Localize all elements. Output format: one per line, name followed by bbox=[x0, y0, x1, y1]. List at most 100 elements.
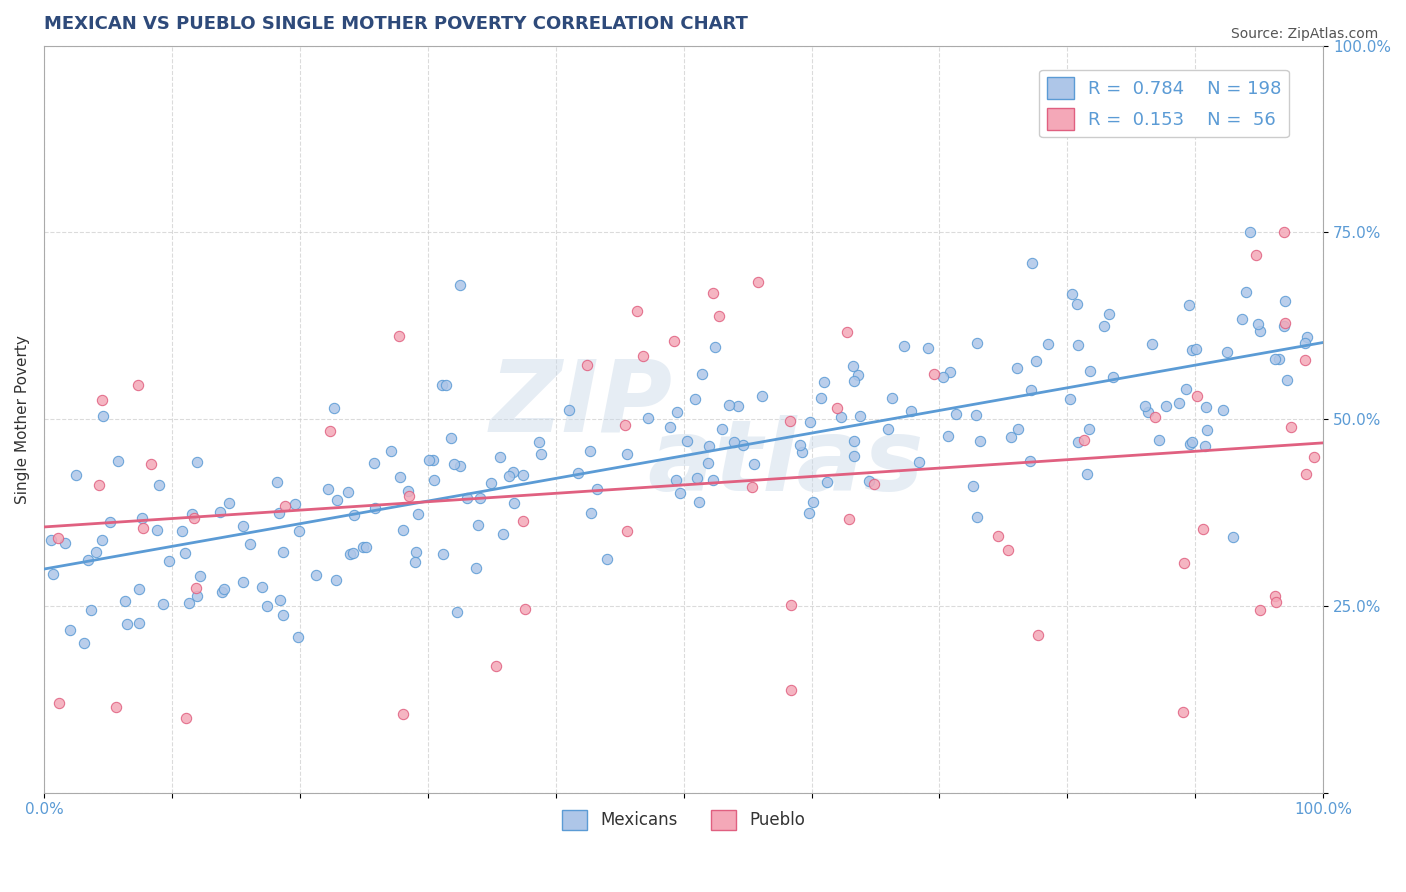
Point bbox=[813, 376, 835, 390]
Point bbox=[688, 495, 710, 509]
Point bbox=[727, 399, 749, 413]
Point bbox=[1197, 423, 1219, 437]
Point bbox=[267, 506, 290, 520]
Point bbox=[690, 367, 713, 381]
Point bbox=[1212, 403, 1234, 417]
Point bbox=[1247, 317, 1270, 331]
Point bbox=[211, 585, 233, 599]
Point bbox=[208, 504, 231, 518]
Point bbox=[844, 434, 866, 449]
Point bbox=[1244, 248, 1267, 262]
Point bbox=[430, 377, 453, 392]
Point bbox=[485, 658, 508, 673]
Point bbox=[218, 496, 240, 510]
Point bbox=[183, 511, 205, 525]
Point bbox=[1059, 392, 1081, 407]
Point bbox=[503, 496, 526, 510]
Point bbox=[104, 700, 127, 714]
Point bbox=[491, 526, 513, 541]
Point bbox=[173, 546, 195, 560]
Point bbox=[186, 589, 208, 603]
Point bbox=[1025, 354, 1047, 368]
Point bbox=[827, 401, 849, 415]
Point bbox=[42, 567, 65, 582]
Point bbox=[835, 325, 858, 339]
Point bbox=[398, 489, 420, 503]
Point bbox=[1295, 330, 1317, 344]
Point bbox=[527, 435, 550, 450]
Point bbox=[1249, 602, 1271, 616]
Point bbox=[789, 437, 811, 451]
Point bbox=[614, 418, 637, 433]
Point bbox=[304, 567, 326, 582]
Point bbox=[838, 512, 860, 526]
Point bbox=[440, 431, 463, 445]
Point bbox=[1222, 530, 1244, 544]
Point bbox=[148, 478, 170, 492]
Point bbox=[1005, 360, 1028, 375]
Point bbox=[966, 510, 988, 524]
Point bbox=[1303, 450, 1326, 464]
Point bbox=[676, 434, 699, 449]
Point bbox=[567, 466, 589, 480]
Point bbox=[842, 359, 865, 373]
Point bbox=[858, 474, 880, 488]
Point bbox=[177, 596, 200, 610]
Point bbox=[443, 457, 465, 471]
Point bbox=[704, 340, 727, 354]
Point bbox=[1026, 628, 1049, 642]
Point bbox=[1168, 396, 1191, 410]
Point bbox=[1264, 589, 1286, 603]
Point bbox=[266, 475, 288, 489]
Point bbox=[969, 434, 991, 449]
Point bbox=[997, 543, 1019, 558]
Point bbox=[87, 477, 110, 491]
Point bbox=[512, 468, 534, 483]
Point bbox=[1133, 399, 1156, 413]
Point bbox=[585, 483, 607, 497]
Point bbox=[406, 507, 429, 521]
Point bbox=[1264, 352, 1286, 367]
Point bbox=[810, 391, 832, 405]
Point bbox=[284, 497, 307, 511]
Point bbox=[579, 443, 602, 458]
Point bbox=[780, 598, 803, 612]
Point bbox=[48, 696, 70, 710]
Point bbox=[1272, 226, 1295, 240]
Point bbox=[342, 546, 364, 560]
Point bbox=[1080, 364, 1102, 378]
Point bbox=[1066, 297, 1088, 311]
Point bbox=[1007, 422, 1029, 436]
Point bbox=[1216, 345, 1239, 359]
Point bbox=[637, 411, 659, 425]
Point bbox=[1174, 382, 1197, 396]
Point bbox=[596, 551, 619, 566]
Text: ZIP: ZIP bbox=[489, 356, 672, 453]
Point bbox=[1038, 336, 1060, 351]
Point bbox=[530, 447, 553, 461]
Point bbox=[932, 370, 955, 384]
Point bbox=[1274, 294, 1296, 309]
Point bbox=[1062, 287, 1084, 301]
Point bbox=[316, 482, 339, 496]
Point bbox=[115, 617, 138, 632]
Point bbox=[1177, 298, 1199, 312]
Point bbox=[1274, 316, 1296, 330]
Point bbox=[152, 597, 174, 611]
Point bbox=[184, 582, 207, 596]
Point bbox=[1147, 433, 1170, 447]
Point bbox=[157, 553, 180, 567]
Point bbox=[936, 428, 959, 442]
Point bbox=[1279, 419, 1302, 434]
Point bbox=[288, 524, 311, 538]
Point bbox=[114, 594, 136, 608]
Point bbox=[319, 424, 342, 438]
Point bbox=[830, 410, 852, 425]
Text: atlas: atlas bbox=[648, 416, 924, 513]
Point bbox=[965, 409, 987, 423]
Text: MEXICAN VS PUEBLO SINGLE MOTHER POVERTY CORRELATION CHART: MEXICAN VS PUEBLO SINGLE MOTHER POVERTY … bbox=[44, 15, 748, 33]
Point bbox=[1067, 435, 1090, 450]
Point bbox=[710, 422, 733, 436]
Point bbox=[77, 552, 100, 566]
Point bbox=[1195, 400, 1218, 414]
